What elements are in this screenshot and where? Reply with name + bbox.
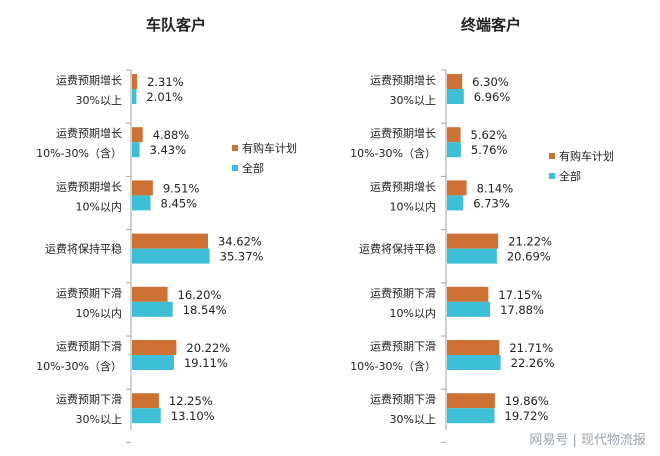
bar-all: [447, 195, 464, 211]
bar-all: [447, 142, 461, 158]
bar-value-label: 6.96%: [474, 90, 511, 104]
bar-value-label: 2.31%: [147, 75, 184, 89]
bar-value-label: 35.37%: [220, 250, 264, 264]
category-label: 运费将保持平稳: [45, 242, 122, 256]
bar-value-label: 5.62%: [471, 128, 508, 142]
bar-plan: [132, 393, 159, 409]
bar-plan: [132, 286, 168, 302]
category-label: 运费预期下滑: [56, 287, 122, 300]
bar-value-label: 17.88%: [500, 303, 544, 317]
legend-swatch: [549, 153, 555, 159]
bar-all: [132, 301, 173, 317]
legend-swatch: [232, 145, 238, 151]
category-label: 运费预期增长: [56, 179, 122, 193]
category-label: 10%-30%（含）: [350, 359, 436, 373]
category-label: 运费预期下滑: [56, 393, 122, 406]
category-label: 运费预期增长: [56, 73, 122, 87]
legend-label: 有购车计划: [559, 149, 614, 163]
category-label: 运费预期下滑: [370, 393, 436, 406]
bar-value-label: 2.01%: [146, 90, 183, 104]
category-label: 10%以内: [390, 199, 436, 213]
bar-value-label: 19.86%: [505, 394, 549, 408]
category-label: 30%以上: [390, 413, 436, 426]
bar-value-label: 21.71%: [509, 341, 553, 355]
bar-plan: [132, 340, 177, 355]
bar-all: [132, 89, 137, 104]
category-label: 10%以内: [76, 306, 122, 320]
category-label: 30%以上: [76, 413, 122, 426]
bar-plan: [447, 233, 499, 249]
bar-all: [132, 142, 140, 158]
bar-value-label: 9.51%: [163, 181, 200, 195]
bar-value-label: 3.43%: [150, 143, 187, 157]
bar-value-label: 5.76%: [471, 143, 508, 157]
bar-all: [447, 89, 464, 104]
bar-value-label: 8.14%: [477, 181, 514, 195]
bar-plan: [447, 180, 467, 196]
bar-value-label: 6.30%: [472, 75, 509, 89]
bar-value-label: 22.26%: [511, 356, 555, 370]
bar-plan: [447, 340, 500, 355]
category-label: 运费预期增长: [370, 126, 436, 140]
bar-all: [132, 195, 151, 211]
bar-value-label: 19.11%: [184, 356, 228, 370]
bar-value-label: 12.25%: [169, 394, 213, 408]
bar-plan: [447, 127, 461, 143]
bar-value-label: 8.45%: [161, 196, 198, 210]
bar-plan: [132, 127, 143, 143]
bar-value-label: 17.15%: [498, 288, 542, 302]
bar-value-label: 20.22%: [186, 341, 230, 355]
bar-value-label: 6.73%: [473, 196, 510, 210]
category-label: 10%以内: [390, 306, 436, 320]
bar-value-label: 18.54%: [183, 303, 227, 317]
bar-all: [447, 408, 495, 424]
bar-value-label: 13.10%: [171, 409, 215, 423]
category-label: 10%-30%（含）: [36, 146, 122, 160]
chart-title: 终端客户: [461, 16, 521, 34]
bar-value-label: 34.62%: [218, 235, 262, 249]
bar-all: [447, 301, 491, 317]
bar-plan: [447, 393, 495, 409]
bar-all: [447, 355, 501, 370]
category-label: 运费预期增长: [370, 179, 436, 193]
legend-label: 全部: [559, 169, 581, 183]
category-label: 10%-30%（含）: [350, 146, 436, 160]
bar-all: [132, 248, 210, 264]
category-label: 运费预期下滑: [370, 287, 436, 300]
bar-plan: [447, 74, 463, 89]
bar-all: [132, 408, 161, 424]
category-label: 运费预期下滑: [56, 340, 122, 353]
category-label: 30%以上: [76, 94, 122, 107]
legend-swatch: [232, 165, 238, 171]
legend-label: 全部: [242, 161, 264, 175]
bar-plan: [132, 74, 138, 89]
legend-label: 有购车计划: [242, 141, 297, 155]
bar-plan: [132, 233, 208, 249]
category-label: 运费将保持平稳: [359, 242, 436, 256]
bar-value-label: 4.88%: [153, 128, 190, 142]
category-label: 运费预期增长: [56, 126, 122, 140]
bar-plan: [447, 286, 489, 302]
category-label: 10%以内: [76, 199, 122, 213]
category-label: 10%-30%（含）: [36, 359, 122, 373]
bar-value-label: 16.20%: [178, 288, 222, 302]
bar-all: [447, 248, 497, 264]
bar-value-label: 19.72%: [505, 409, 549, 423]
bar-all: [132, 355, 174, 370]
bar-value-label: 20.69%: [507, 250, 551, 264]
chart-title: 车队客户: [146, 16, 206, 34]
watermark-text: 网易号 | 现代物流报: [529, 433, 646, 448]
bar-plan: [132, 180, 153, 196]
category-label: 运费预期增长: [370, 73, 436, 87]
category-label: 运费预期下滑: [370, 340, 436, 353]
legend-swatch: [549, 173, 555, 179]
bar-value-label: 21.22%: [508, 235, 552, 249]
category-label: 30%以上: [390, 94, 436, 107]
